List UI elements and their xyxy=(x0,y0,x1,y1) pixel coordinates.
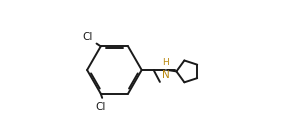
Text: Cl: Cl xyxy=(96,102,106,112)
Text: H: H xyxy=(162,58,169,66)
Text: N: N xyxy=(162,70,170,80)
Text: Cl: Cl xyxy=(82,32,92,42)
